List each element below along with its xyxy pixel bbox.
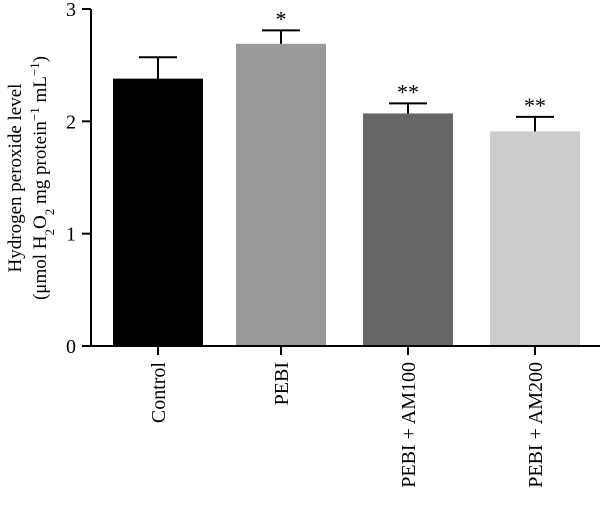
bar bbox=[363, 113, 453, 346]
ylabel-mid1: O bbox=[30, 215, 51, 229]
significance-mark: ** bbox=[524, 93, 546, 118]
y-tick-label: 1 bbox=[66, 224, 76, 246]
ylabel-close: ) bbox=[30, 56, 51, 62]
ylabel-sub2: 2 bbox=[42, 209, 57, 216]
y-tick-label: 2 bbox=[66, 111, 76, 133]
y-axis-label-line2: (μmol H2O2 mg protein−1 mL−1) bbox=[27, 56, 57, 300]
x-tick-label: Control bbox=[148, 362, 170, 424]
ylabel-mid3: mL bbox=[30, 76, 51, 107]
bar bbox=[113, 78, 203, 346]
x-tick-label: PEBI + AM100 bbox=[398, 362, 420, 488]
bar bbox=[236, 43, 326, 346]
y-axis-label-line1: Hydrogen peroxide level bbox=[5, 84, 26, 273]
x-tick-label: PEBI + AM200 bbox=[525, 362, 547, 488]
ylabel-open: (μmol H bbox=[30, 235, 51, 300]
bar bbox=[490, 131, 580, 346]
ylabel-sub1: 2 bbox=[42, 229, 57, 236]
significance-mark: * bbox=[276, 6, 287, 31]
x-tick-label: PEBI bbox=[271, 362, 293, 405]
y-tick-label: 3 bbox=[66, 0, 76, 21]
ylabel-sup1: −1 bbox=[27, 107, 42, 121]
y-tick-label: 0 bbox=[66, 336, 76, 358]
y-axis-label: Hydrogen peroxide level (μmol H2O2 mg pr… bbox=[5, 56, 57, 300]
ylabel-mid2: mg protein bbox=[30, 121, 51, 209]
ylabel-sup2: −1 bbox=[27, 62, 42, 76]
significance-mark: ** bbox=[397, 79, 419, 104]
